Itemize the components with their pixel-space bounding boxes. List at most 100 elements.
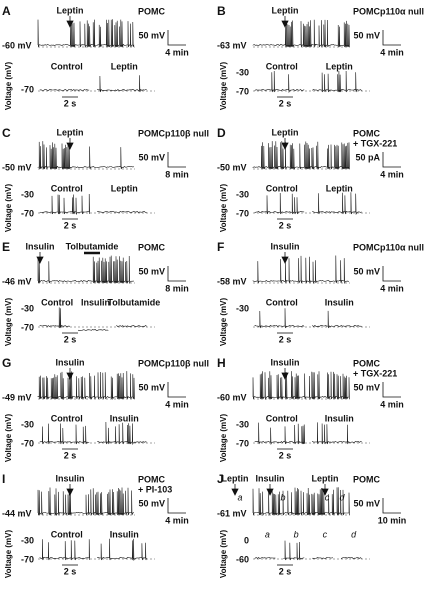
- scale-bar: [167, 382, 186, 398]
- panel: D POMC+ TGX-221 Leptin -50 mV 50 pA4 min Volt…: [217, 126, 404, 232]
- resting-potential: -50 mV: [217, 162, 247, 172]
- inset-label: Control: [51, 183, 83, 193]
- panel-title: + TGX-221: [353, 368, 397, 378]
- inset-label: Control: [51, 529, 83, 539]
- panel: A POMC Leptin -60 mV 50 mV4 min Voltage (mV) -…: [2, 4, 189, 110]
- inset-time: 2 s: [64, 220, 77, 230]
- inset-label: Leptin: [326, 61, 353, 71]
- recording-trace: [37, 141, 135, 170]
- inset-label: Control: [51, 413, 83, 423]
- scale-bar: [167, 266, 186, 282]
- panel-title: POMC: [353, 358, 381, 368]
- inset-label: Control: [41, 297, 73, 307]
- scale-bar: [382, 152, 401, 168]
- recording-trace: [37, 255, 135, 285]
- inset-ylabel: Voltage (mV): [4, 414, 13, 463]
- event-label: Insulin: [26, 241, 55, 251]
- inset-trace: [97, 211, 147, 213]
- scale-time: 4 min: [165, 515, 189, 525]
- inset-trace: [39, 423, 90, 445]
- inset-trace: [254, 557, 276, 559]
- event-arrow: [66, 484, 74, 496]
- inset-ylabel: Voltage (mV): [219, 62, 228, 111]
- inset-tick: -30: [21, 535, 34, 545]
- inset-trace: [254, 192, 305, 215]
- panel: C POMCp110β null Leptin -50 mV 50 mV8 min Vol…: [2, 126, 209, 232]
- inset-trace: [97, 75, 147, 93]
- resting-potential: -63 mV: [217, 40, 247, 50]
- event-label: Leptin: [57, 127, 84, 137]
- scale-voltage: 50 mV: [138, 498, 165, 508]
- panel-letter: A: [2, 4, 11, 18]
- inset-tick: -30: [236, 67, 249, 77]
- scale-bar: [382, 266, 401, 282]
- inset-ylabel: Voltage (mV): [219, 530, 228, 579]
- inset-tick: -70: [21, 554, 34, 564]
- panel-title: POMC: [138, 242, 166, 252]
- recording-trace: [37, 19, 135, 49]
- panel-letter: D: [217, 126, 226, 140]
- recording-trace: [37, 371, 135, 401]
- scale-bar: [382, 498, 401, 514]
- event-label: Tolbutamide: [66, 241, 119, 251]
- scale-time: 4 min: [380, 47, 404, 57]
- inset-tick: -70: [236, 438, 249, 448]
- scale-time: 10 min: [378, 515, 407, 525]
- inset-trace: [97, 538, 147, 562]
- inset-label: Control: [266, 413, 298, 423]
- inset-label: Insulin: [110, 529, 139, 539]
- recording-trace: [252, 255, 350, 285]
- event-label: Leptin: [312, 473, 339, 483]
- inset-time: 2 s: [64, 450, 77, 460]
- event-arrow: [281, 368, 289, 380]
- panel-letter: C: [2, 126, 11, 140]
- scale-time: 4 min: [165, 47, 189, 57]
- marker: a: [237, 492, 242, 502]
- scale-voltage: 50 mV: [353, 498, 380, 508]
- inset-label: Control: [266, 61, 298, 71]
- event-label: Leptin: [272, 127, 299, 137]
- resting-potential: -60 mV: [2, 40, 32, 50]
- event-label: Insulin: [56, 357, 85, 367]
- inset-tick: -30: [236, 189, 249, 199]
- panel-letter: I: [2, 472, 5, 486]
- panel-title: POMC: [138, 6, 166, 16]
- inset-trace: [283, 540, 305, 561]
- scale-bar: [167, 498, 186, 514]
- inset-tick: -70: [21, 322, 34, 332]
- scale-time: 8 min: [165, 169, 189, 179]
- scale-bar: [167, 152, 186, 168]
- inset-label: c: [323, 529, 328, 539]
- resting-potential: -44 mV: [2, 508, 32, 518]
- inset-label: b: [294, 529, 299, 539]
- scale-bar: [167, 30, 186, 46]
- inset-time: 2 s: [279, 450, 292, 460]
- inset-tick: -30: [21, 189, 34, 199]
- event-arrow: [36, 252, 44, 264]
- inset-trace: [39, 89, 90, 91]
- event-arrow: [281, 16, 289, 28]
- inset-trace: [254, 70, 305, 94]
- inset-time: 2 s: [279, 334, 292, 344]
- panel-letter: E: [2, 240, 10, 254]
- panel-title: POMC: [353, 474, 381, 484]
- inset-label: Insulin: [110, 413, 139, 423]
- inset-trace: [116, 324, 147, 327]
- event-arrow: [231, 484, 239, 496]
- event-arrow: [66, 16, 74, 28]
- inset-tick: -70: [236, 208, 249, 218]
- panel-title: + TGX-221: [353, 138, 397, 148]
- inset-ylabel: Voltage (mV): [219, 298, 228, 347]
- scale-voltage: 50 mV: [353, 266, 380, 276]
- panel-letter: J: [217, 472, 224, 486]
- inset-label: Insulin: [325, 297, 354, 307]
- event-arrow: [66, 368, 74, 380]
- event-label: Insulin: [271, 241, 300, 251]
- recording-trace: [252, 487, 350, 517]
- scale-voltage: 50 mV: [138, 266, 165, 276]
- inset-tick: -60: [236, 554, 249, 564]
- inset-label: a: [265, 529, 270, 539]
- inset-tick: -30: [236, 303, 249, 313]
